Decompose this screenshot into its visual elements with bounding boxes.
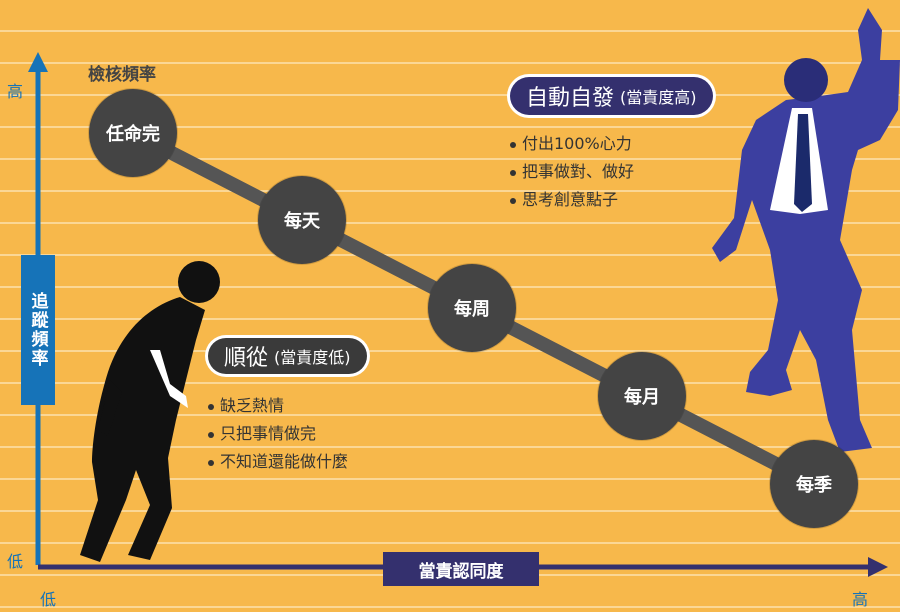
- x-axis-arrow-icon: [868, 557, 888, 577]
- node-quarterly: 每季: [770, 440, 858, 528]
- low-accountability-subtitle: (當責度低): [274, 348, 351, 367]
- y-axis-high-label: 高: [7, 82, 24, 101]
- low-accountability-list: 缺乏熱情 只把事情做完 不知道還能做什麼: [208, 392, 348, 476]
- y-axis-low-label: 低: [7, 552, 24, 571]
- bullet-icon: [510, 197, 516, 204]
- slouching-person-silhouette: [80, 261, 220, 562]
- node-weekly: 每周: [428, 264, 516, 352]
- bullet-icon: [208, 403, 214, 410]
- bullet-icon: [510, 169, 516, 176]
- bullet-icon: [208, 459, 214, 466]
- low-accountability-badge: 順從 (當責度低): [208, 338, 367, 374]
- y-axis-arrow-icon: [28, 52, 48, 72]
- bullet-icon: [510, 141, 516, 148]
- list-item: 付出100%心力: [510, 130, 634, 158]
- list-item: 缺乏熱情: [208, 392, 348, 420]
- high-accountability-title: 自動自發: [526, 86, 615, 111]
- bullet-icon: [208, 431, 214, 438]
- low-accountability-title: 順從: [224, 346, 269, 371]
- cheering-person-silhouette: [712, 8, 900, 452]
- high-accountability-list: 付出100%心力 把事做對、做好 思考創意點子: [510, 130, 634, 214]
- high-accountability-badge: 自動自發 (當責度高): [510, 77, 713, 115]
- x-axis-high-label: 高: [852, 590, 869, 609]
- node-daily: 每天: [258, 176, 346, 264]
- frequency-title: 檢核頻率: [88, 65, 156, 85]
- node-appointment: 任命完: [89, 89, 177, 177]
- y-axis-title: 追蹤頻率: [21, 255, 55, 405]
- x-axis-low-label: 低: [40, 590, 57, 609]
- list-item: 只把事情做完: [208, 420, 348, 448]
- list-item: 思考創意點子: [510, 186, 634, 214]
- high-accountability-subtitle: (當責度高): [620, 88, 697, 107]
- x-axis-title: 當責認同度: [383, 552, 539, 586]
- list-item: 不知道還能做什麼: [208, 448, 348, 476]
- list-item: 把事做對、做好: [510, 158, 634, 186]
- node-monthly: 每月: [598, 352, 686, 440]
